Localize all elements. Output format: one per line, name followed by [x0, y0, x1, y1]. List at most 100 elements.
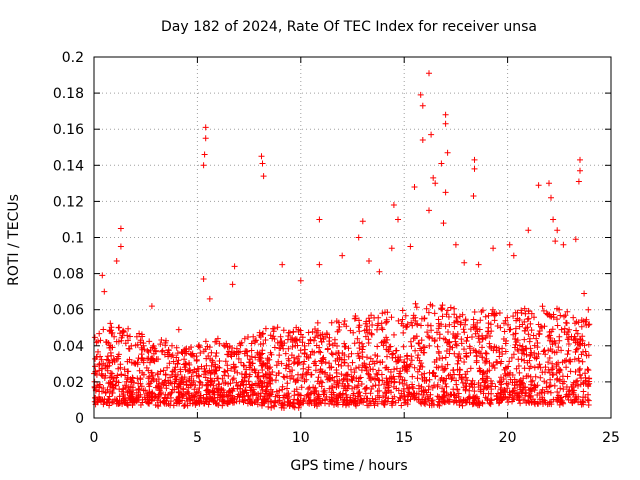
data-point [580, 318, 587, 325]
data-point [510, 313, 517, 320]
data-point [137, 337, 144, 344]
data-point [482, 357, 489, 364]
data-point [467, 326, 474, 333]
data-point [478, 308, 485, 315]
data-point [502, 340, 509, 347]
data-point [292, 342, 299, 349]
data-point [289, 339, 296, 345]
data-point [260, 396, 267, 403]
data-point [388, 314, 395, 321]
data-point [451, 323, 458, 330]
data-point [404, 321, 411, 328]
data-point [318, 357, 324, 364]
data-point [287, 368, 293, 375]
data-point [561, 313, 567, 320]
data-point [339, 350, 346, 357]
data-point [397, 368, 404, 375]
data-point [196, 385, 203, 391]
data-point [384, 398, 391, 405]
data-point [546, 180, 552, 187]
data-point [314, 319, 321, 326]
data-point [577, 156, 583, 163]
data-point [97, 381, 103, 388]
data-point [374, 392, 381, 399]
data-point [488, 328, 495, 335]
data-point [461, 359, 468, 365]
data-point [424, 393, 431, 400]
data-point [428, 327, 435, 334]
data-point [305, 329, 312, 336]
data-point [225, 373, 232, 379]
data-point [490, 245, 497, 252]
data-point [487, 333, 493, 340]
data-point [295, 326, 302, 333]
data-point [425, 309, 432, 316]
data-point [400, 343, 407, 350]
data-point [461, 329, 468, 336]
data-point [299, 373, 306, 379]
data-point [241, 335, 248, 342]
data-point [125, 337, 131, 344]
data-point [474, 395, 481, 402]
data-point [122, 399, 129, 406]
data-point [181, 402, 188, 409]
data-point [229, 281, 236, 288]
data-point [133, 333, 140, 340]
data-point [240, 399, 247, 406]
data-point [312, 397, 319, 404]
data-point [428, 131, 435, 138]
data-point [522, 325, 529, 332]
data-point [351, 369, 358, 376]
data-point [453, 342, 460, 349]
data-point [341, 318, 348, 324]
data-point [107, 342, 113, 349]
data-point [501, 386, 508, 393]
data-point [358, 367, 365, 374]
data-point [549, 372, 556, 378]
data-point [202, 368, 209, 375]
data-point [572, 349, 579, 355]
data-point [456, 371, 463, 378]
data-point [491, 317, 498, 324]
data-point [500, 391, 507, 398]
data-point [536, 361, 543, 368]
data-point [374, 371, 381, 378]
data-point [585, 391, 591, 398]
data-point [103, 400, 110, 406]
data-point [229, 399, 236, 406]
data-point [310, 384, 317, 391]
data-point [351, 340, 358, 347]
data-point [102, 365, 109, 371]
data-point [496, 310, 503, 316]
data-point [206, 398, 213, 405]
data-point [460, 326, 467, 333]
data-point [446, 346, 453, 353]
data-point [534, 340, 541, 346]
data-point [181, 356, 188, 363]
data-point [126, 345, 133, 352]
data-point [552, 238, 559, 245]
data-point [354, 400, 361, 407]
data-point [212, 361, 219, 368]
data-point [366, 375, 373, 382]
data-point [317, 349, 324, 356]
data-point [317, 378, 324, 385]
data-point [192, 390, 199, 397]
data-point [113, 400, 120, 407]
data-point [331, 340, 338, 347]
data-point [462, 321, 468, 328]
data-point [130, 379, 137, 386]
data-point [529, 377, 536, 384]
data-point [576, 336, 583, 343]
data-point [245, 334, 251, 340]
data-point [584, 366, 591, 373]
data-point [241, 362, 248, 369]
data-point [459, 311, 466, 318]
data-point [165, 347, 172, 354]
data-point [157, 341, 164, 348]
data-point [163, 382, 170, 389]
y-tick-label: 0.1 [62, 231, 84, 247]
data-point [510, 252, 517, 259]
data-point [216, 396, 223, 403]
data-point [421, 315, 428, 322]
